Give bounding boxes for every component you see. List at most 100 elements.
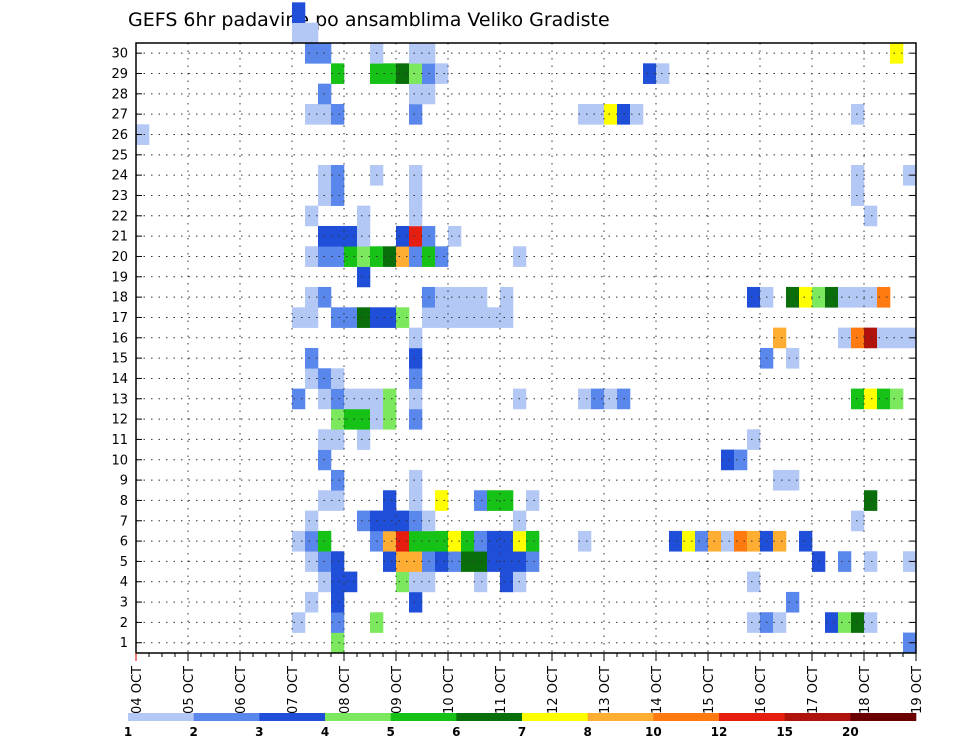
heatmap-cell [747, 612, 761, 633]
heatmap-cell [383, 388, 397, 410]
heatmap-cell [344, 225, 358, 247]
y-tick-label: 4 [120, 575, 128, 590]
legend-label: 8 [583, 725, 591, 739]
heatmap-cell [448, 225, 462, 247]
heatmap-cell [864, 327, 878, 349]
heatmap-cell [474, 571, 488, 593]
heatmap-cell [357, 225, 371, 247]
heatmap-cell [526, 530, 540, 552]
y-tick-label: 27 [111, 108, 128, 123]
legend-label: 6 [452, 725, 460, 739]
heatmap-cell [357, 388, 371, 410]
heatmap-cell [305, 307, 319, 328]
heatmap-cell [292, 612, 306, 633]
heatmap-cell [435, 246, 449, 267]
heatmap-cell [448, 530, 462, 552]
heatmap-cell [487, 530, 501, 552]
heatmap-cell [435, 530, 449, 552]
heatmap-cell [461, 551, 475, 572]
heatmap-cell [409, 246, 423, 267]
heatmap-cell [773, 469, 787, 491]
heatmap-cell [864, 490, 878, 511]
heatmap-cell [344, 571, 358, 593]
heatmap-cell [435, 286, 449, 308]
y-tick-label: 22 [111, 209, 128, 224]
heatmap-cell [396, 530, 410, 552]
heatmap-cell [864, 205, 878, 227]
heatmap-cell [500, 307, 514, 328]
y-tick-label: 18 [111, 291, 128, 306]
heatmap-cell [331, 469, 345, 491]
heatmap-cell [851, 286, 865, 308]
heatmap-cell [500, 286, 514, 308]
heatmap-cell [136, 124, 150, 145]
heatmap-cell [305, 530, 319, 552]
heatmap-cell [331, 307, 345, 328]
y-tick-label: 2 [120, 616, 128, 631]
legend-label: 15 [776, 725, 793, 739]
heatmap-cell [409, 530, 423, 552]
y-tick-label: 9 [120, 474, 128, 489]
heatmap-cell [331, 591, 345, 613]
heatmap-cell [786, 469, 800, 491]
heatmap-cell [435, 490, 449, 511]
x-tick-label: 19 OCT [910, 666, 925, 714]
legend-swatch [587, 713, 654, 721]
y-tick-label: 25 [111, 148, 128, 163]
heatmap-cell [474, 490, 488, 511]
x-tick-label: 05 OCT [182, 666, 197, 714]
heatmap-cell [305, 205, 319, 227]
heatmap-cell [396, 307, 410, 328]
y-tick-label: 5 [120, 555, 128, 570]
heatmap-cell [695, 530, 709, 552]
heatmap-cell [851, 103, 865, 125]
heatmap-cell [877, 388, 891, 410]
heatmap-cell [630, 103, 644, 125]
heatmap-cell [292, 307, 306, 328]
heatmap-cell [747, 429, 761, 450]
heatmap-cell [526, 490, 540, 511]
heatmap-cell [357, 246, 371, 267]
x-tick-label: 08 OCT [338, 666, 353, 714]
y-tick-label: 21 [111, 230, 128, 245]
heatmap-cell [747, 530, 761, 552]
heatmap-cell [877, 286, 891, 308]
heatmap-cell [383, 307, 397, 328]
legend-swatch [456, 713, 523, 721]
heatmap-cell [409, 388, 423, 410]
heatmap-cell [331, 103, 345, 125]
heatmap-cell [409, 205, 423, 227]
heatmap-cell [357, 510, 371, 532]
heatmap-cell [656, 63, 670, 84]
x-tick-label: 06 OCT [234, 666, 249, 714]
heatmap-cell [643, 63, 657, 84]
heatmap-cell [500, 490, 514, 511]
heatmap-cell [500, 571, 514, 593]
heatmap-cell [578, 103, 592, 125]
legend-swatch [390, 713, 457, 721]
legend-label: 2 [189, 725, 197, 739]
heatmap-cell [331, 612, 345, 633]
heatmap-cell [331, 368, 345, 389]
heatmap-cell [383, 551, 397, 572]
heatmap-cell [435, 551, 449, 572]
x-tick-label: 16 OCT [754, 666, 769, 714]
legend-swatch [128, 713, 194, 721]
heatmap-cell [331, 246, 345, 267]
heatmap-cell [344, 408, 358, 430]
heatmap-cell [305, 22, 319, 44]
heatmap-cell [357, 205, 371, 227]
heatmap-cell [877, 327, 891, 349]
x-tick-label: 15 OCT [702, 666, 717, 714]
heatmap-cell [396, 246, 410, 267]
heatmap-cell [409, 490, 423, 511]
heatmap-cell [461, 307, 475, 328]
y-tick-label: 19 [111, 270, 128, 285]
y-axis-ticks: 1234567891011121314151617181920212223242… [111, 47, 916, 651]
heatmap-cell [305, 551, 319, 572]
heatmap-cell [864, 612, 878, 633]
heatmap-cell [383, 510, 397, 532]
heatmap-cell [292, 388, 306, 410]
x-tick-label: 10 OCT [442, 666, 457, 714]
heatmap-cell [396, 225, 410, 247]
